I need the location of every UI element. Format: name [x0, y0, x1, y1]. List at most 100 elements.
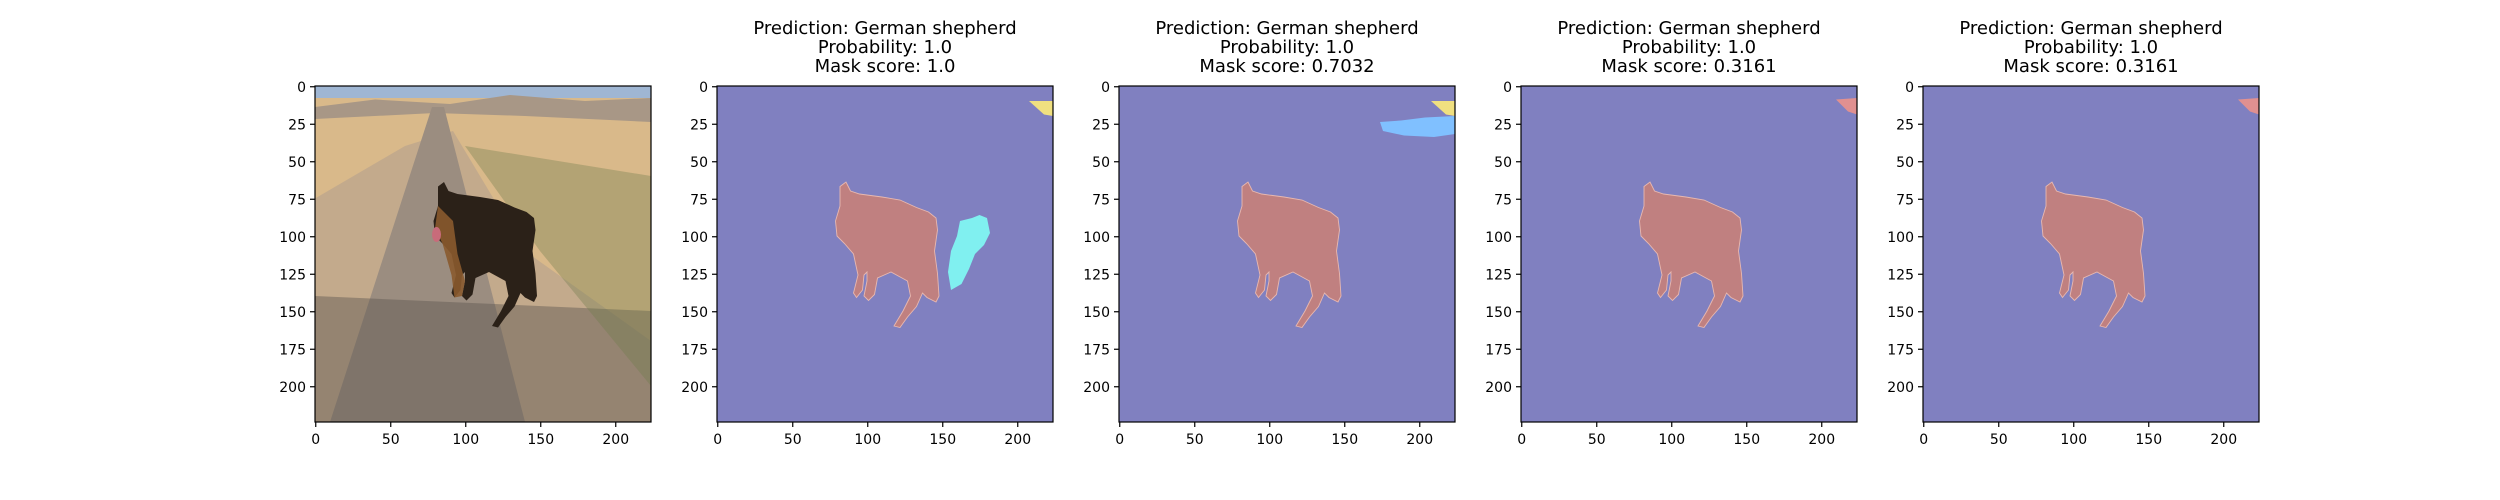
- y-tick-label: 125: [1887, 267, 1914, 283]
- x-tick-label: 100: [452, 432, 479, 448]
- x-tick-label: 100: [1658, 432, 1685, 448]
- cyan-region: [948, 215, 990, 290]
- panel-1: 0 25 50 75 100 125 150 175 200 0 50 100 150 200: [279, 80, 652, 448]
- x-tick-label: 200: [1406, 432, 1433, 448]
- dog-mask: [1639, 181, 1744, 329]
- y-tick-label: 50: [1092, 155, 1110, 171]
- y-tick-label: 75: [1494, 192, 1512, 208]
- x-tick-label: 0: [1517, 432, 1526, 448]
- sky: [315, 86, 651, 98]
- dirt-road: [330, 107, 525, 422]
- axes-frame: [716, 85, 1054, 423]
- y-tick-label: 50: [690, 155, 708, 171]
- hills: [315, 95, 651, 122]
- panel-2-title-line-1: Prediction: German shepherd: [753, 18, 1016, 39]
- panel-2: Prediction: German shepherdProbability: …: [681, 18, 1054, 448]
- panel-4-title-line-1: Prediction: German shepherd: [1557, 18, 1820, 39]
- salmon-region: [2238, 98, 2259, 115]
- dog-mask: [2041, 181, 2146, 329]
- y-tick-label: 25: [1896, 117, 1914, 133]
- y-tick-label: 125: [681, 267, 708, 283]
- salmon-region: [1836, 98, 1857, 115]
- y-tick-label: 100: [279, 230, 306, 246]
- y-tick-label: 0: [297, 80, 306, 96]
- dog-mask: [835, 181, 940, 329]
- y-tick-label: 50: [1896, 155, 1914, 171]
- segmentation-mask: [1119, 86, 1455, 422]
- y-tick-label: 175: [1083, 342, 1110, 358]
- y-tick-label: 150: [279, 305, 306, 321]
- y-tick-label: 175: [279, 342, 306, 358]
- x-tick-label: 50: [1990, 432, 2008, 448]
- x-tick-label: 100: [2060, 432, 2087, 448]
- x-tick-label: 50: [784, 432, 802, 448]
- input-photo: [315, 86, 651, 422]
- axes-frame: [1922, 85, 2260, 423]
- segmentation-mask: [717, 86, 1053, 422]
- y-tick-label: 100: [1083, 230, 1110, 246]
- y-tick-label: 125: [279, 267, 306, 283]
- y-tick-label: 25: [1092, 117, 1110, 133]
- x-tick-label: 200: [2210, 432, 2237, 448]
- y-tick-label: 150: [1083, 305, 1110, 321]
- y-tick-label: 175: [1485, 342, 1512, 358]
- x-tick-label: 200: [1808, 432, 1835, 448]
- y-tick-label: 25: [690, 117, 708, 133]
- yellow-region: [1431, 101, 1455, 116]
- y-tick-label: 75: [1896, 192, 1914, 208]
- x-tick-label: 0: [1919, 432, 1928, 448]
- panel-2-title-line-2: Probability: 1.0: [818, 37, 952, 58]
- x-tick-label: 150: [1733, 432, 1760, 448]
- x-tick-label: 200: [1004, 432, 1031, 448]
- panel-3-title-line-2: Probability: 1.0: [1220, 37, 1354, 58]
- panel-3-title-line-3: Mask score: 0.7032: [1199, 56, 1374, 77]
- x-tick-label: 200: [602, 432, 629, 448]
- panel-2-title-line-3: Mask score: 1.0: [815, 56, 956, 77]
- axes-frame: [1118, 85, 1456, 423]
- y-tick-label: 175: [1887, 342, 1914, 358]
- panel-3: Prediction: German shepherdProbability: …: [1083, 18, 1456, 448]
- panel-5-title-line-2: Probability: 1.0: [2024, 37, 2158, 58]
- segmentation-mask: [1521, 86, 1857, 422]
- panel-4: Prediction: German shepherdProbability: …: [1485, 18, 1858, 448]
- axes-frame: [314, 85, 652, 423]
- y-tick-label: 0: [1905, 80, 1914, 96]
- x-tick-label: 150: [1331, 432, 1358, 448]
- y-tick-label: 100: [681, 230, 708, 246]
- x-tick-label: 100: [1256, 432, 1283, 448]
- y-tick-label: 75: [690, 192, 708, 208]
- panel-5: Prediction: German shepherdProbability: …: [1887, 18, 2260, 448]
- y-tick-label: 125: [1083, 267, 1110, 283]
- y-tick-label: 125: [1485, 267, 1512, 283]
- x-tick-label: 150: [527, 432, 554, 448]
- panel-3-title-line-1: Prediction: German shepherd: [1155, 18, 1418, 39]
- y-tick-label: 50: [288, 155, 306, 171]
- panel-4-title-line-3: Mask score: 0.3161: [1601, 56, 1776, 77]
- y-tick-label: 200: [1485, 380, 1512, 396]
- y-tick-label: 100: [1887, 230, 1914, 246]
- light-blue-region: [1380, 116, 1455, 137]
- x-tick-label: 150: [2135, 432, 2162, 448]
- y-tick-label: 150: [681, 305, 708, 321]
- axes-frame: [1520, 85, 1858, 423]
- x-tick-label: 0: [1115, 432, 1124, 448]
- x-tick-label: 50: [382, 432, 400, 448]
- segmentation-mask: [1923, 86, 2259, 422]
- panel-5-title-line-3: Mask score: 0.3161: [2003, 56, 2178, 77]
- y-tick-label: 0: [699, 80, 708, 96]
- y-tick-label: 150: [1887, 305, 1914, 321]
- y-tick-label: 100: [1485, 230, 1512, 246]
- dog-mask: [1237, 181, 1342, 329]
- y-tick-label: 200: [279, 380, 306, 396]
- x-tick-label: 50: [1186, 432, 1204, 448]
- y-tick-label: 0: [1503, 80, 1512, 96]
- y-tick-label: 25: [288, 117, 306, 133]
- x-tick-label: 150: [929, 432, 956, 448]
- panel-4-title-line-2: Probability: 1.0: [1622, 37, 1756, 58]
- y-tick-label: 75: [288, 192, 306, 208]
- y-tick-label: 200: [681, 380, 708, 396]
- y-tick-label: 50: [1494, 155, 1512, 171]
- x-tick-label: 50: [1588, 432, 1606, 448]
- yellow-region: [1029, 101, 1053, 116]
